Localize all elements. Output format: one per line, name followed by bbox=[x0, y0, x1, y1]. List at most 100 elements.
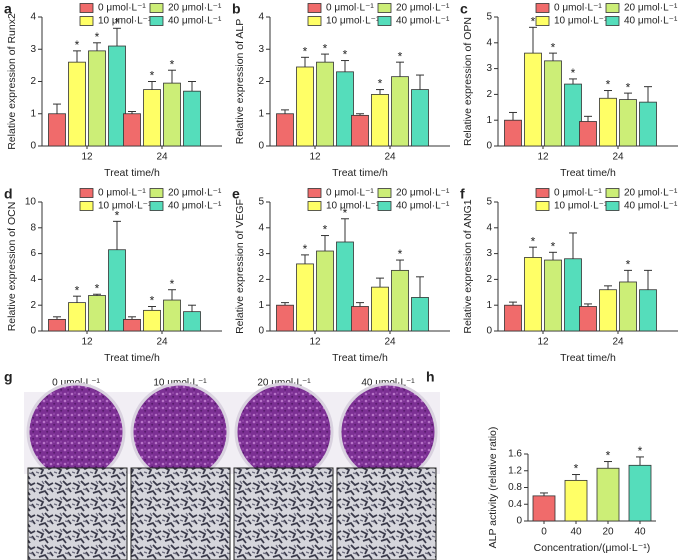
y-tick-label: 3 bbox=[258, 44, 264, 55]
significance: * bbox=[398, 247, 403, 261]
x-tick-label: 24 bbox=[384, 152, 396, 163]
legend-label: 40 μmol·L⁻¹ bbox=[396, 201, 450, 212]
legend-label: 10 μmol·L⁻¹ bbox=[326, 201, 380, 212]
y-tick-label: 5 bbox=[486, 12, 492, 23]
bar bbox=[316, 61, 334, 147]
legend-swatch bbox=[535, 201, 550, 211]
bar bbox=[316, 250, 334, 332]
bar bbox=[123, 318, 141, 332]
bar bbox=[68, 61, 86, 147]
bar bbox=[628, 464, 652, 522]
bar bbox=[524, 52, 542, 147]
legend-swatch bbox=[149, 16, 164, 26]
y-axis-label: Relative expression of ANG1 bbox=[462, 199, 474, 333]
significance: * bbox=[170, 277, 175, 291]
y-tick-label: 0 bbox=[258, 326, 264, 337]
legend-label: 20 μmol·L⁻¹ bbox=[396, 3, 450, 14]
x-tick-label: 20 bbox=[602, 527, 614, 538]
x-tick-label: 12 bbox=[537, 152, 549, 163]
significance: * bbox=[95, 30, 100, 44]
y-tick-label: 2 bbox=[258, 76, 264, 87]
legend-label: 20 μmol·L⁻¹ bbox=[396, 188, 450, 199]
y-tick-label: 0 bbox=[486, 326, 492, 337]
bar bbox=[296, 66, 314, 147]
x-tick-label: 0 bbox=[541, 527, 547, 538]
legend-label: 10 μmol·L⁻¹ bbox=[326, 16, 380, 27]
panel-label: e bbox=[232, 186, 240, 202]
y-tick-label: 0 bbox=[258, 141, 264, 152]
legend-swatch bbox=[605, 16, 620, 26]
bar bbox=[504, 304, 522, 332]
legend-label: 40 μmol·L⁻¹ bbox=[168, 201, 222, 212]
significance: * bbox=[323, 41, 328, 55]
legend-label: 0 μmol·L⁻¹ bbox=[326, 188, 374, 199]
x-tick-label: 24 bbox=[612, 337, 624, 348]
legend-swatch bbox=[79, 16, 94, 26]
significance: * bbox=[531, 234, 536, 248]
legend-swatch bbox=[605, 201, 620, 211]
bar bbox=[123, 113, 141, 147]
legend-label: 0 μmol·L⁻¹ bbox=[554, 3, 602, 14]
legend-swatch bbox=[149, 201, 164, 211]
x-tick-label: 24 bbox=[156, 337, 168, 348]
bar bbox=[564, 479, 588, 522]
bar bbox=[579, 306, 597, 332]
bar bbox=[143, 89, 161, 147]
significance: * bbox=[606, 78, 611, 92]
bar bbox=[371, 94, 389, 147]
bar bbox=[639, 289, 657, 332]
legend-label: 20 μmol·L⁻¹ bbox=[624, 3, 678, 14]
panel-label: b bbox=[232, 1, 241, 17]
significance: * bbox=[551, 239, 556, 253]
legend-swatch bbox=[307, 201, 322, 211]
y-tick-label: 5 bbox=[258, 197, 264, 208]
x-axis-label: Treat time/h bbox=[332, 167, 388, 179]
significance: * bbox=[303, 44, 308, 58]
significance: * bbox=[551, 40, 556, 54]
bar bbox=[276, 113, 294, 147]
bar bbox=[336, 241, 354, 332]
well bbox=[130, 382, 230, 482]
significance: * bbox=[626, 80, 631, 94]
legend-swatch bbox=[377, 16, 392, 26]
legend-label: 0 μmol·L⁻¹ bbox=[554, 188, 602, 199]
legend-swatch bbox=[149, 3, 164, 13]
bar bbox=[599, 97, 617, 147]
well bbox=[338, 382, 438, 482]
y-tick-label: 2 bbox=[258, 274, 264, 285]
significance: * bbox=[303, 242, 308, 256]
legend-label: 0 μmol·L⁻¹ bbox=[98, 3, 146, 14]
y-tick-label: 4 bbox=[486, 222, 492, 233]
legend-swatch bbox=[377, 3, 392, 13]
significance: * bbox=[378, 77, 383, 91]
significance: * bbox=[398, 49, 403, 63]
legend-label: 40 μmol·L⁻¹ bbox=[624, 201, 678, 212]
y-tick-label: 2 bbox=[486, 274, 492, 285]
x-axis-label: Treat time/h bbox=[560, 167, 616, 179]
y-tick-label: 1 bbox=[486, 115, 492, 126]
significance: * bbox=[75, 283, 80, 297]
significance: * bbox=[75, 38, 80, 52]
significance: * bbox=[531, 14, 536, 28]
y-tick-label: 3 bbox=[486, 63, 492, 74]
bar bbox=[599, 289, 617, 332]
x-tick-label: 12 bbox=[309, 152, 321, 163]
y-tick-label: 8 bbox=[30, 222, 36, 233]
bar bbox=[183, 311, 201, 332]
bar bbox=[579, 121, 597, 147]
panel-g: g 0 μmol·L⁻¹ 10 μmol·L⁻¹ 20 μmol·L⁻¹ 40 … bbox=[4, 369, 440, 560]
y-tick-label: 10 bbox=[25, 197, 37, 208]
bar bbox=[564, 83, 582, 147]
panel-label: f bbox=[460, 186, 465, 202]
bar bbox=[532, 495, 556, 522]
legend-swatch bbox=[535, 188, 550, 198]
y-tick-label: 0 bbox=[30, 326, 36, 337]
y-tick-label: 0.4 bbox=[508, 499, 522, 510]
y-tick-label: 4 bbox=[258, 222, 264, 233]
y-tick-label: 6 bbox=[30, 248, 36, 259]
bar bbox=[596, 467, 620, 522]
legend-label: 0 μmol·L⁻¹ bbox=[326, 3, 374, 14]
y-axis-label: Relative expression of ALP bbox=[234, 19, 246, 145]
x-tick-label: 24 bbox=[384, 337, 396, 348]
